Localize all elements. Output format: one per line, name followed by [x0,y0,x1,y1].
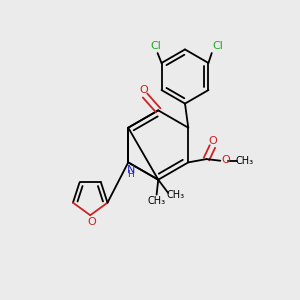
Text: Cl: Cl [212,41,223,52]
Text: N: N [127,165,135,175]
Text: O: O [208,136,217,146]
Text: CH₃: CH₃ [235,156,253,166]
Text: O: O [221,155,230,165]
Text: CH₃: CH₃ [148,196,166,206]
Text: H: H [128,170,134,179]
Text: O: O [139,85,148,94]
Text: Cl: Cl [151,41,161,52]
Text: CH₃: CH₃ [167,190,184,200]
Text: O: O [88,218,96,227]
